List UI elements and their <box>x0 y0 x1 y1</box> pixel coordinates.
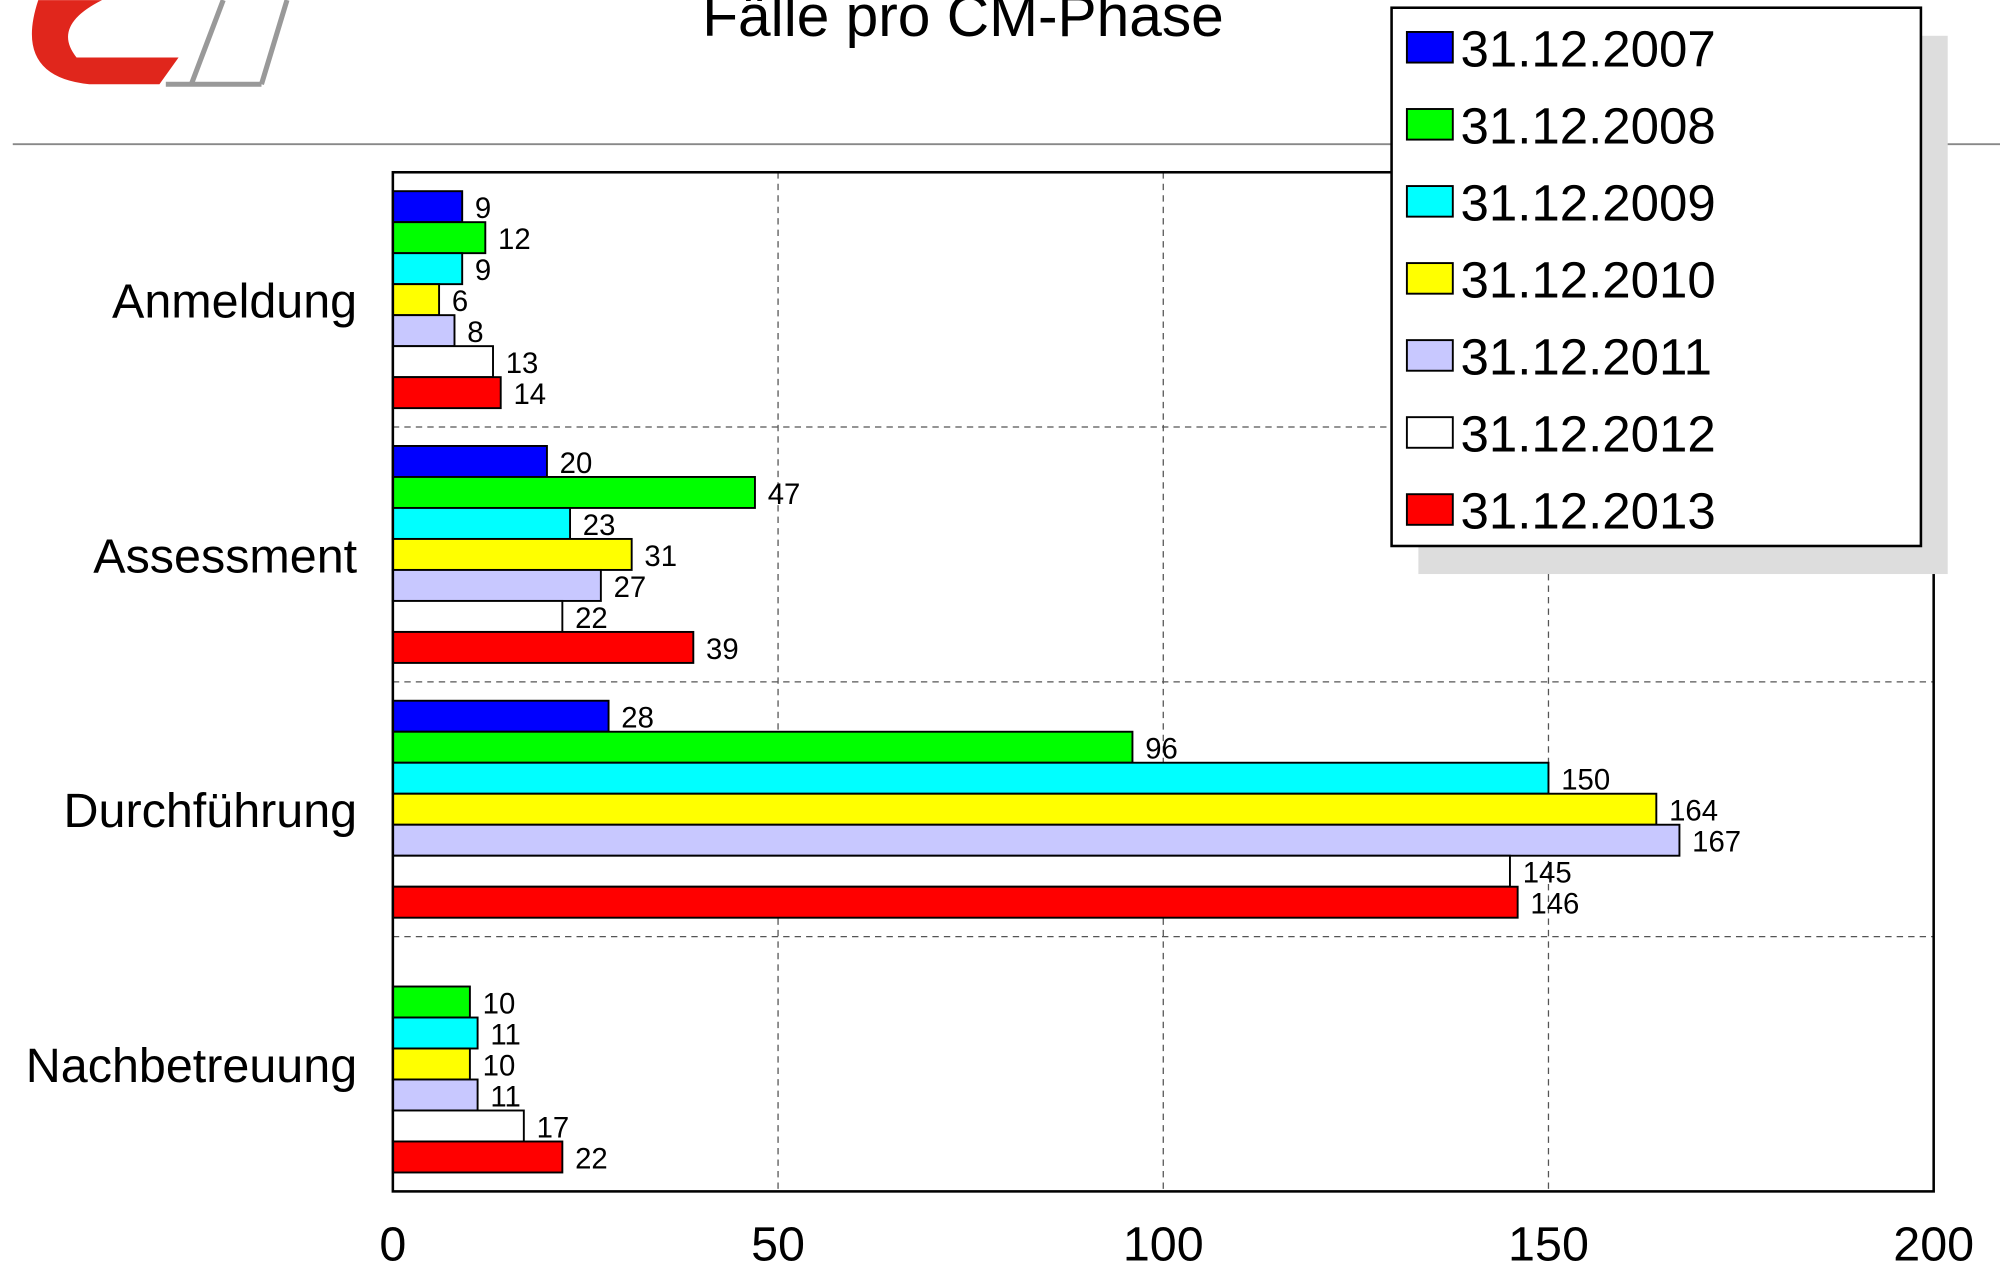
bar <box>391 475 756 509</box>
bar <box>391 345 494 379</box>
bar <box>391 699 610 733</box>
bar <box>391 630 695 664</box>
bar <box>391 1140 564 1174</box>
bar <box>391 885 1519 919</box>
legend-swatch <box>1405 185 1454 218</box>
bar <box>391 568 602 602</box>
x-tick-label: 200 <box>1893 1217 1974 1268</box>
bar <box>391 1078 479 1112</box>
bar <box>391 252 464 286</box>
value-label: 145 <box>1523 857 1572 890</box>
value-label: 9 <box>475 254 491 287</box>
bar <box>391 599 564 633</box>
value-label: 17 <box>537 1111 570 1144</box>
value-label: 150 <box>1561 764 1610 797</box>
legend-label: 31.12.2010 <box>1460 252 1715 309</box>
value-label: 11 <box>490 1018 520 1051</box>
value-label: 10 <box>483 1049 516 1082</box>
value-label: 14 <box>513 378 546 411</box>
value-label: 22 <box>575 602 608 635</box>
legend-label: 31.12.2009 <box>1460 174 1715 231</box>
bar <box>391 506 572 540</box>
legend: 31.12.2007 31.12.2008 31.12.2009 31.12.2010… <box>1390 6 1948 575</box>
x-tick-label: 0 <box>379 1217 406 1268</box>
value-label: 10 <box>483 987 516 1020</box>
legend-label: 31.12.2012 <box>1460 406 1715 463</box>
bar <box>391 221 487 255</box>
x-tick-label: 150 <box>1508 1217 1589 1268</box>
bar <box>391 190 464 224</box>
bar <box>391 761 1550 795</box>
value-label: 20 <box>560 447 593 480</box>
bar <box>391 854 1511 888</box>
value-label: 13 <box>506 347 539 380</box>
value-label: 11 <box>490 1080 520 1113</box>
y-tick-label: Assessment <box>93 529 357 583</box>
chart-title: Fälle pro CM-Phase <box>702 0 1224 49</box>
legend-label: 31.12.2007 <box>1460 20 1715 77</box>
legend-swatch <box>1405 493 1454 526</box>
legend-label: 31.12.2011 <box>1460 329 1712 386</box>
plot-frame <box>391 170 1935 1193</box>
value-label: 8 <box>467 316 483 349</box>
bar <box>391 823 1681 857</box>
legend-swatch <box>1405 416 1454 449</box>
value-label: 167 <box>1692 826 1741 859</box>
y-tick-label: Nachbetreuung <box>26 1039 357 1093</box>
bar <box>391 445 548 478</box>
y-tick-label: Durchführung <box>64 784 358 838</box>
legend-swatch <box>1405 108 1454 141</box>
value-label: 28 <box>621 702 654 735</box>
value-label: 96 <box>1145 733 1178 766</box>
legend-label: 31.12.2008 <box>1460 97 1715 154</box>
value-label: 6 <box>452 285 468 318</box>
logo <box>31 0 290 87</box>
legend-swatch <box>1405 31 1454 64</box>
value-label: 27 <box>614 571 647 604</box>
bar <box>391 730 1134 764</box>
value-label: 9 <box>475 192 491 225</box>
bar <box>391 314 456 348</box>
bar <box>391 792 1658 826</box>
x-tick-label: 100 <box>1123 1217 1204 1268</box>
legend-swatch <box>1405 339 1454 372</box>
y-tick-label: Anmeldung <box>112 275 357 329</box>
bar <box>391 1047 471 1081</box>
legend-box <box>1390 6 1923 548</box>
bar <box>391 537 633 571</box>
legend-swatch <box>1405 262 1454 295</box>
value-label: 39 <box>706 633 739 666</box>
bar <box>391 1016 479 1050</box>
value-label: 23 <box>583 509 616 542</box>
legend-label: 31.12.2013 <box>1460 483 1715 540</box>
value-label: 164 <box>1669 795 1718 828</box>
x-tick-label: 50 <box>751 1217 805 1268</box>
bar <box>391 283 441 317</box>
bar <box>391 985 471 1019</box>
value-label: 22 <box>575 1142 608 1175</box>
value-label: 31 <box>644 540 677 573</box>
bar <box>391 1109 525 1143</box>
bar <box>391 376 502 410</box>
value-label: 12 <box>498 223 531 256</box>
value-label: 146 <box>1530 888 1579 921</box>
value-label: 47 <box>768 478 801 511</box>
